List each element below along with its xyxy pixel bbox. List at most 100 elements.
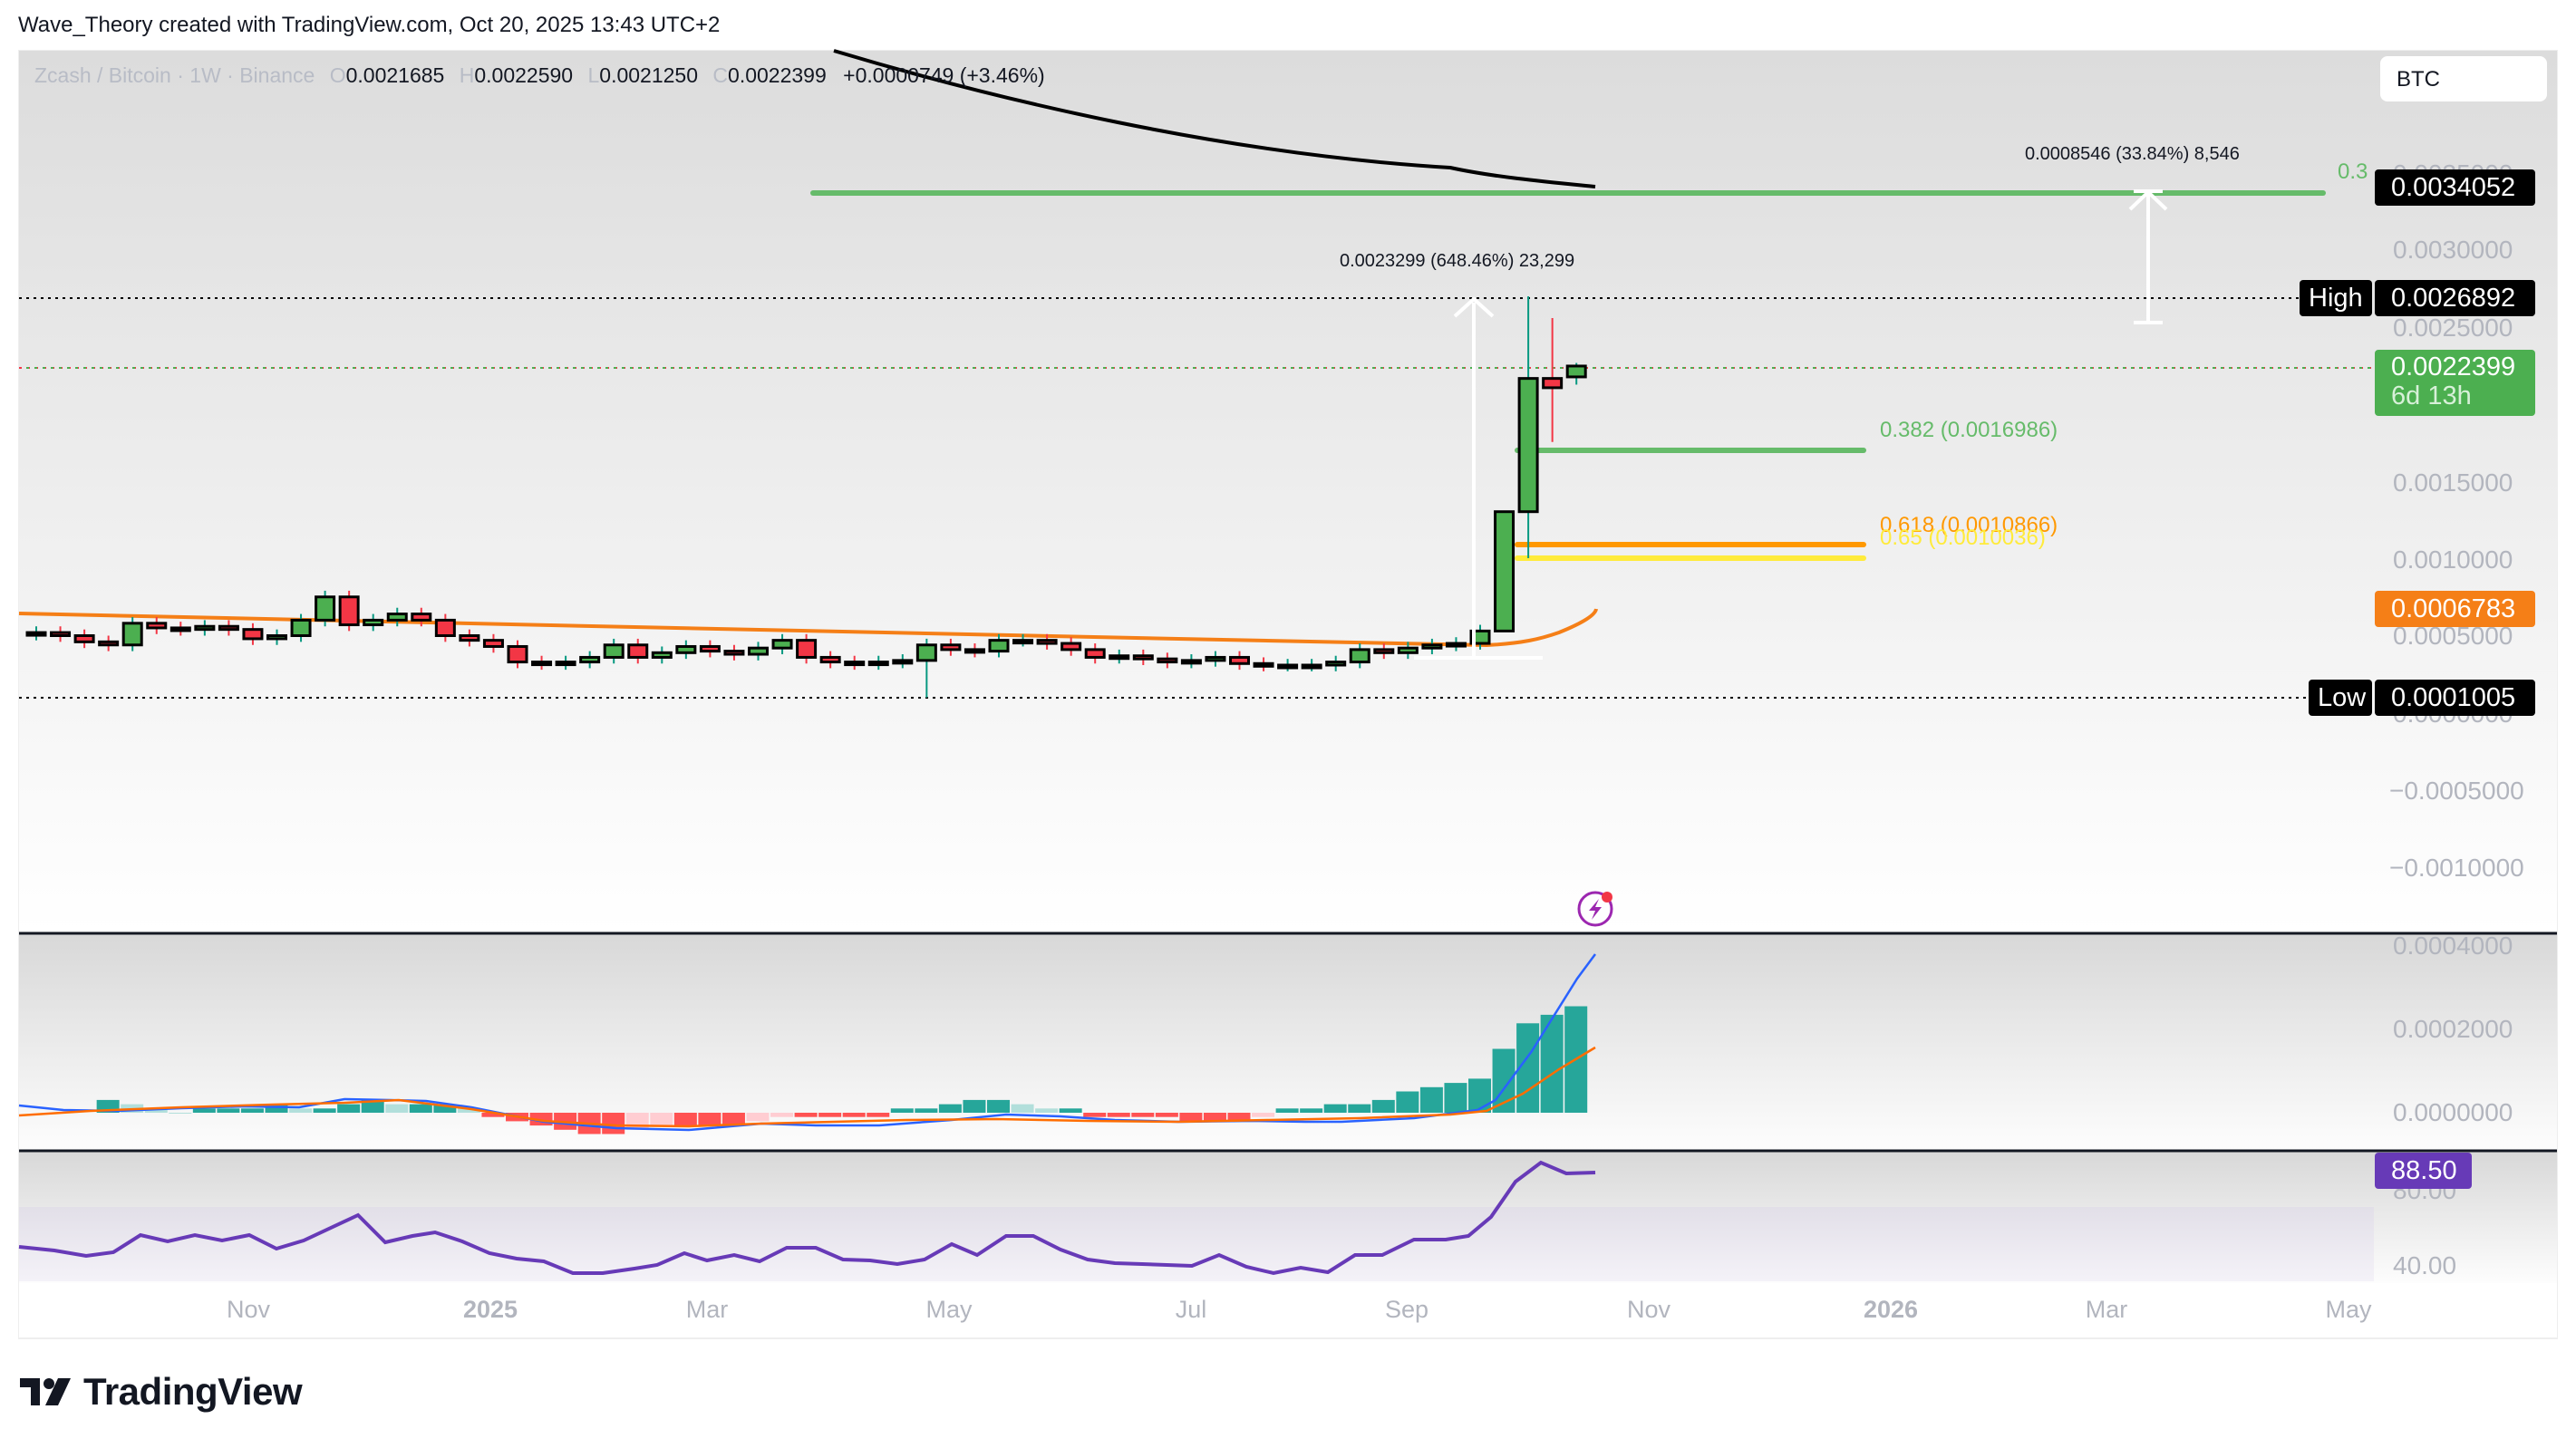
- macd-bar: [794, 1113, 818, 1117]
- time-label: May: [2325, 1296, 2372, 1323]
- candle: [242, 628, 264, 641]
- fib-618-label: 0.618 (0.0010866): [1880, 513, 2058, 537]
- candle: [1277, 663, 1299, 670]
- candle: [988, 639, 1010, 653]
- candle: [651, 651, 673, 659]
- rsi-tick: 40.00: [2393, 1251, 2457, 1279]
- macd-bar: [1419, 1086, 1443, 1113]
- macd-bar: [963, 1099, 986, 1113]
- target-price-tag: 0.0034052: [2375, 169, 2535, 206]
- flash-event-icon[interactable]: [1577, 891, 1613, 927]
- macd-bar: [602, 1113, 625, 1134]
- macd-bar: [1396, 1091, 1419, 1113]
- time-label: Nov: [1626, 1296, 1671, 1323]
- candle: [482, 639, 504, 648]
- measure-big-label: 0.0023299 (648.46%) 23,299: [1340, 251, 1575, 271]
- high-value: 0.0022590: [474, 63, 574, 87]
- candle: [1325, 661, 1347, 667]
- low-price-tag: 0.0001005: [2375, 680, 2535, 716]
- time-label: Mar: [685, 1296, 729, 1323]
- candle: [1421, 643, 1443, 650]
- candle: [699, 644, 721, 653]
- candle: [459, 634, 480, 642]
- time-label: Mar: [2085, 1296, 2128, 1323]
- measure-target-label: 0.0008546 (33.84%) 8,546: [2025, 144, 2240, 164]
- macd-bar: [265, 1104, 288, 1113]
- candle: [555, 661, 576, 667]
- bar-countdown: 6d 13h: [2391, 381, 2472, 410]
- macd-bar: [746, 1113, 770, 1122]
- candle: [796, 639, 818, 659]
- macd-histogram: [96, 1006, 1588, 1134]
- candle: [844, 661, 866, 667]
- macd-bar: [481, 1113, 505, 1117]
- macd-bar: [313, 1108, 336, 1113]
- macd-bar: [938, 1104, 962, 1113]
- candle: [1349, 648, 1370, 664]
- candle: [1012, 639, 1034, 645]
- candle: [169, 626, 191, 632]
- price-tick: −0.0005000: [2389, 777, 2524, 805]
- candle: [1109, 654, 1130, 661]
- time-label: Nov: [226, 1296, 271, 1323]
- candle: [771, 639, 793, 650]
- macd-tick: 0.0004000: [2393, 932, 2513, 960]
- price-tick: −0.0010000: [2389, 854, 2524, 882]
- currency-button[interactable]: BTC: [2380, 56, 2547, 101]
- candle: [121, 622, 143, 647]
- macd-bar: [650, 1113, 673, 1126]
- candle: [675, 644, 697, 654]
- candle: [315, 595, 336, 622]
- measure-arrow-big: [1414, 296, 1543, 660]
- candle: [915, 643, 937, 662]
- macd-bar: [673, 1113, 697, 1126]
- candle: [434, 618, 456, 638]
- symbol-title[interactable]: Zcash / Bitcoin · 1W · Binance: [34, 63, 315, 87]
- time-label: Jul: [1175, 1296, 1207, 1323]
- candle: [194, 624, 216, 632]
- candle: [507, 644, 528, 664]
- candle: [867, 661, 889, 667]
- candle: [411, 613, 432, 622]
- macd-bar: [457, 1108, 480, 1113]
- candle: [723, 650, 745, 656]
- macd-bar: [1252, 1113, 1275, 1117]
- candle: [1565, 364, 1587, 379]
- tradingview-logo[interactable]: TradingView: [20, 1370, 303, 1414]
- macd-bar: [721, 1113, 745, 1126]
- macd-bar: [770, 1113, 794, 1117]
- macd-tick: 0.0002000: [2393, 1015, 2513, 1043]
- low-label-tag: Low: [2309, 680, 2372, 716]
- main-pane[interactable]: [19, 51, 2557, 932]
- macd-bar: [1468, 1078, 1491, 1113]
- macd-pane[interactable]: [19, 934, 2557, 1150]
- candle: [146, 622, 168, 630]
- macd-bar: [867, 1113, 890, 1117]
- time-label: May: [925, 1296, 973, 1323]
- macd-bar: [409, 1104, 432, 1113]
- macd-bar: [385, 1104, 409, 1113]
- macd-bar: [240, 1108, 264, 1113]
- candle: [1205, 655, 1226, 662]
- open-value: 0.0021685: [345, 63, 445, 87]
- candle: [940, 643, 962, 652]
- low-value: 0.0021250: [599, 63, 699, 87]
- measure-arrow-target: [2128, 189, 2168, 324]
- candle: [98, 640, 120, 647]
- candle: [386, 613, 408, 622]
- macd-line: [18, 953, 1597, 1132]
- macd-bar: [1083, 1113, 1107, 1117]
- macd-signal-line: [18, 1046, 1596, 1128]
- rsi-band: [19, 1207, 2374, 1281]
- candle: [363, 618, 384, 627]
- close-value: 0.0022399: [728, 63, 827, 87]
- price-tick: 0.0025000: [2393, 314, 2513, 342]
- fib-382-label: 0.382 (0.0016986): [1880, 418, 2058, 442]
- macd-bar: [1035, 1108, 1059, 1113]
- candle: [25, 631, 47, 637]
- macd-bar: [1348, 1104, 1371, 1113]
- macd-bar: [1155, 1113, 1178, 1117]
- high-price-tag: 0.0026892: [2375, 280, 2535, 316]
- candle: [1542, 377, 1564, 390]
